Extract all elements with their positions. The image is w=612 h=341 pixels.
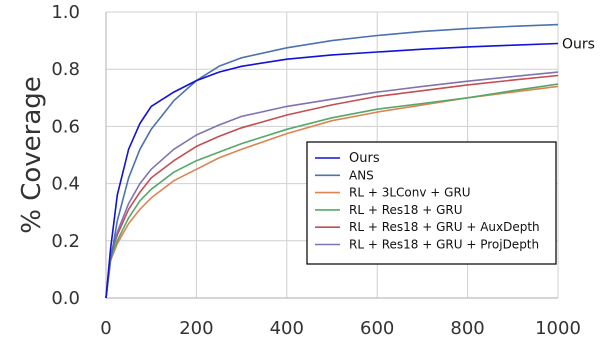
y-tick-label: 0.6 — [51, 116, 80, 137]
y-axis-label: % Coverage — [17, 76, 47, 234]
legend: Ours ANS RL + 3LConv + GRU RL + Res18 + GRU… — [306, 141, 557, 265]
x-tick-label: 600 — [360, 318, 394, 339]
x-tick-label: 800 — [450, 318, 484, 339]
axes — [105, 12, 558, 299]
y-tick-label: 1.0 — [51, 2, 80, 23]
x-tick-label: 400 — [270, 318, 304, 339]
tick-labels: 0 200 400 600 800 1000 0.0 0.2 0.4 0.6 0.8 1.0 — [51, 2, 581, 339]
legend-label: RL + Res18 + GRU + ProjDepth — [349, 238, 539, 252]
y-tick-label: 0.0 — [51, 288, 80, 309]
legend-items: Ours ANS RL + 3LConv + GRU RL + Res18 + GRU… — [315, 151, 540, 252]
legend-label: RL + 3LConv + GRU — [349, 186, 471, 200]
ours-annotation: Ours — [562, 36, 595, 52]
x-tick-label: 1000 — [535, 318, 581, 339]
legend-label: RL + Res18 + GRU + AuxDepth — [349, 220, 540, 234]
series-line-5 — [105, 71, 559, 299]
series-line-1 — [105, 23, 559, 299]
series-line-4 — [105, 74, 559, 299]
series-line-0 — [105, 42, 559, 299]
y-tick-label: 0.8 — [51, 59, 80, 80]
series-lines — [105, 23, 559, 299]
x-tick-label: 0 — [100, 318, 111, 339]
legend-label: Ours — [349, 151, 380, 166]
series-line-2 — [105, 85, 559, 299]
legend-label: ANS — [349, 168, 374, 182]
series-line-3 — [105, 83, 559, 299]
y-tick-label: 0.2 — [51, 231, 80, 252]
legend-label: RL + Res18 + GRU — [349, 203, 463, 217]
x-tick-label: 200 — [179, 318, 213, 339]
y-tick-label: 0.4 — [51, 174, 80, 195]
legend-box — [306, 141, 557, 265]
